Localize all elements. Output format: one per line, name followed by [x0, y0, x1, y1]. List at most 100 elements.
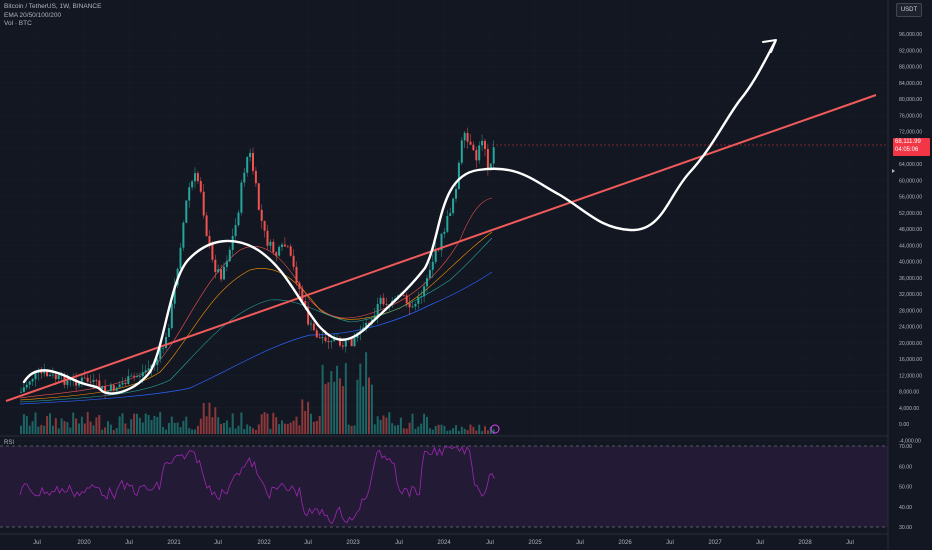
candle-body — [112, 385, 115, 391]
currency-button[interactable]: USDT — [896, 3, 922, 17]
volume-bar — [452, 428, 455, 434]
volume-bar — [51, 425, 54, 434]
volume-bar — [243, 429, 246, 434]
candle-body — [263, 220, 266, 231]
candle-body — [144, 370, 147, 373]
candle-body — [231, 235, 234, 250]
arrow-head-icon — [762, 39, 777, 53]
volume-bar — [434, 426, 437, 434]
volume-bar — [428, 428, 431, 434]
time-axis-labels[interactable]: Jul 2020 Jul 2021 Jul 2022 Jul 2023 Jul 2024 Jul 20… — [33, 540, 854, 546]
candle-body — [34, 372, 37, 380]
ema-100-line — [19, 237, 493, 403]
candle-body — [257, 183, 260, 210]
volume-bar — [179, 427, 182, 434]
volume-bar — [260, 414, 263, 434]
volume-bar — [170, 416, 173, 434]
price-tick-label: 52,000.00 — [899, 211, 922, 217]
candle-body — [434, 248, 437, 262]
candle-body — [405, 295, 408, 304]
volume-bar — [278, 424, 281, 434]
candle-body — [266, 230, 269, 246]
volume-bar — [40, 424, 43, 434]
candle-body — [25, 384, 28, 388]
candle-body — [484, 140, 486, 149]
volume-bar — [292, 420, 295, 434]
volume-bar — [481, 431, 484, 434]
price-tick-label: 0.00 — [899, 422, 909, 428]
volume-bar — [339, 378, 341, 434]
volume-bar — [191, 429, 194, 434]
candle-body — [69, 379, 72, 381]
trendline-drawing[interactable] — [5, 94, 877, 402]
candle-body — [469, 141, 472, 145]
ema-indicator-label[interactable]: EMA 20/50/100/200 — [4, 11, 62, 19]
price-tick-label: 60,000.00 — [899, 178, 922, 184]
volume-bar — [373, 424, 376, 434]
candle-body — [318, 337, 321, 339]
candle-body — [165, 337, 167, 348]
volume-bar — [254, 429, 257, 434]
volume-bar — [315, 421, 318, 434]
candle-body — [365, 322, 368, 328]
volume-bar — [394, 425, 397, 434]
candle-body — [376, 304, 379, 316]
volume-indicator-label[interactable]: Vol · BTC — [4, 20, 32, 27]
volume-bar — [298, 425, 301, 434]
volume-bar — [388, 412, 391, 434]
volume-bar — [246, 424, 249, 434]
price-tick-label: 32,000.00 — [899, 292, 922, 298]
volume-bar — [98, 415, 101, 434]
candle-body — [162, 347, 165, 349]
candle-body — [472, 144, 475, 151]
price-tick-label: 88,000.00 — [899, 65, 922, 71]
volume-bar — [281, 420, 283, 434]
candle-body — [289, 246, 292, 256]
volume-bar — [31, 421, 34, 434]
candle-body — [295, 266, 298, 283]
candle-body — [373, 315, 376, 320]
volume-bar — [397, 425, 399, 434]
volume-bar — [249, 426, 252, 434]
volume-bar — [275, 417, 278, 434]
candle-body — [330, 341, 333, 343]
candle-body — [423, 286, 426, 297]
price-axis-area[interactable] — [888, 0, 932, 550]
rsi-indicator-label[interactable]: RSI — [4, 440, 15, 446]
symbol-title[interactable]: Bitcoin / TetherUS, 1W, BINANCE — [4, 3, 102, 10]
candle-body — [83, 377, 86, 379]
volume-bar — [138, 417, 141, 434]
bar-countdown: 04:05:06 — [895, 147, 919, 153]
candle-body — [49, 374, 51, 377]
volume-bar — [25, 415, 28, 434]
volume-bar — [414, 428, 417, 434]
projection-curve-drawing[interactable] — [22, 40, 777, 395]
candle-body — [252, 152, 254, 171]
candle-body — [130, 375, 133, 377]
volume-bar — [217, 417, 220, 434]
price-tick-label: 64,000.00 — [899, 162, 922, 168]
candle-body — [75, 379, 78, 386]
time-axis-label: 2025 — [528, 540, 542, 546]
candle-body — [191, 181, 194, 188]
candle-body — [368, 322, 370, 324]
volume-bar — [472, 426, 475, 434]
candle-body — [86, 377, 89, 382]
candle-body — [156, 359, 159, 365]
volume-bar — [252, 428, 254, 434]
time-axis-label: 2022 — [257, 540, 271, 546]
replay-marker-icon[interactable] — [490, 424, 500, 434]
volume-bar — [478, 424, 481, 434]
volume-bar — [420, 423, 423, 434]
candle-body — [196, 173, 199, 182]
candle-body — [118, 384, 121, 388]
candle-body — [66, 380, 69, 385]
volume-bar — [391, 423, 394, 434]
volume-bar — [57, 428, 60, 434]
volume-bar — [318, 415, 321, 434]
volume-bar — [121, 413, 124, 434]
volume-bar — [370, 384, 373, 434]
rsi-line — [19, 446, 495, 525]
volume-bar — [289, 422, 292, 434]
